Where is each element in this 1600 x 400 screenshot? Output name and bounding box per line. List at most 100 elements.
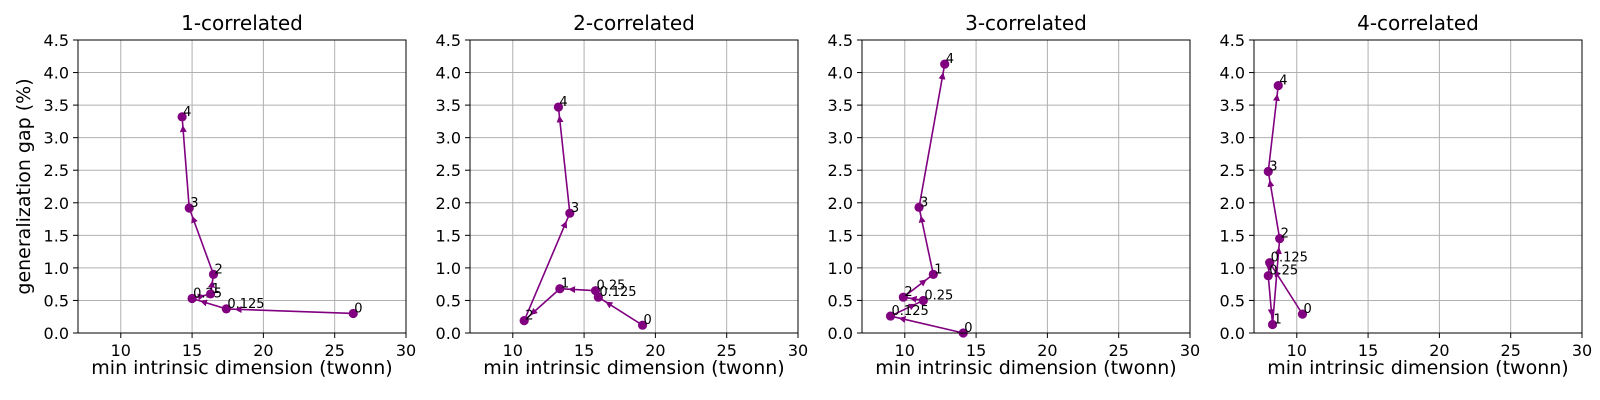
point-label: 1 bbox=[1274, 313, 1282, 328]
axes-frame bbox=[1253, 39, 1583, 334]
x-tick-label: 20 bbox=[645, 341, 665, 360]
point-label: 0 bbox=[354, 301, 362, 316]
data-point bbox=[940, 59, 950, 69]
panel-title: 2-correlated bbox=[573, 11, 695, 35]
x-tick-label: 20 bbox=[1037, 341, 1057, 360]
series-segment bbox=[523, 288, 561, 322]
panel-title: 3-correlated bbox=[965, 11, 1087, 35]
data-point bbox=[1297, 309, 1308, 319]
x-tick-label: 10 bbox=[1287, 341, 1307, 360]
y-tick-label: 3.0 bbox=[436, 129, 461, 148]
data-point bbox=[208, 269, 219, 279]
point-label: 0 bbox=[1303, 302, 1311, 317]
panel-title: 1-correlated bbox=[181, 11, 303, 35]
y-tick-label: 4.0 bbox=[828, 64, 853, 83]
data-point bbox=[206, 289, 216, 299]
series-segment bbox=[597, 296, 643, 326]
y-tick-label: 0.0 bbox=[1220, 324, 1245, 343]
data-point bbox=[928, 269, 938, 279]
x-tick-label: 25 bbox=[1109, 341, 1129, 360]
data-point bbox=[918, 295, 928, 306]
data-point bbox=[914, 202, 924, 212]
point-label: 2 bbox=[904, 285, 912, 300]
point-label: 3 bbox=[920, 195, 928, 210]
point-label: 0.25 bbox=[924, 288, 953, 303]
y-tick-label: 3.0 bbox=[828, 129, 853, 148]
series-segment bbox=[559, 287, 596, 292]
x-tick-label: 30 bbox=[396, 341, 416, 360]
point-label: 0.25 bbox=[596, 279, 625, 294]
x-tick-label: 30 bbox=[1572, 341, 1592, 360]
data-point bbox=[555, 284, 565, 294]
y-tick-label: 0.0 bbox=[828, 324, 853, 343]
x-tick-label: 25 bbox=[1501, 341, 1521, 360]
point-label: 0.125 bbox=[1271, 251, 1308, 266]
y-tick-label: 1.0 bbox=[1220, 259, 1245, 278]
series-segment bbox=[890, 299, 924, 317]
point-label: 1 bbox=[561, 277, 569, 292]
y-tick-label: 0.0 bbox=[436, 324, 461, 343]
axes-frame bbox=[469, 39, 799, 334]
data-point bbox=[184, 203, 194, 213]
series-segment bbox=[902, 273, 934, 298]
series-segment bbox=[1267, 275, 1274, 325]
data-point bbox=[885, 311, 896, 321]
y-tick-label: 1.5 bbox=[44, 226, 69, 245]
data-point bbox=[1275, 233, 1285, 244]
x-tick-label: 10 bbox=[503, 341, 523, 360]
point-label: 0.125 bbox=[599, 285, 636, 300]
data-point bbox=[590, 286, 601, 296]
point-label: 4 bbox=[183, 105, 191, 120]
x-axis-label: min intrinsic dimension (twonn) bbox=[483, 357, 784, 379]
series-segment bbox=[918, 63, 946, 208]
y-tick-label: 1.0 bbox=[436, 259, 461, 278]
series-segment bbox=[918, 207, 935, 275]
y-tick-label: 2.0 bbox=[436, 194, 461, 213]
x-tick-label: 10 bbox=[111, 341, 131, 360]
x-tick-label: 15 bbox=[182, 341, 202, 360]
data-point bbox=[898, 292, 908, 302]
data-point bbox=[348, 308, 358, 319]
y-tick-label: 2.5 bbox=[436, 161, 461, 180]
data-point bbox=[1263, 166, 1273, 177]
point-label: 0.125 bbox=[227, 297, 264, 312]
series-segment bbox=[188, 207, 215, 275]
x-tick-label: 25 bbox=[325, 341, 345, 360]
x-tick-label: 15 bbox=[1358, 341, 1378, 360]
axes-frame bbox=[77, 39, 407, 334]
y-tick-label: 3.5 bbox=[828, 96, 853, 115]
y-tick-label: 2.5 bbox=[44, 161, 69, 180]
y-tick-label: 4.5 bbox=[828, 31, 853, 50]
point-label: 1 bbox=[212, 282, 220, 297]
data-point bbox=[637, 320, 648, 330]
y-tick-label: 4.0 bbox=[44, 64, 69, 83]
series-segment bbox=[523, 212, 571, 321]
x-axis-label: min intrinsic dimension (twonn) bbox=[875, 357, 1176, 379]
point-label: 2 bbox=[214, 262, 222, 277]
y-tick-label: 0.5 bbox=[1220, 291, 1245, 310]
y-tick-label: 0.5 bbox=[44, 291, 69, 310]
x-tick-label: 15 bbox=[574, 341, 594, 360]
x-tick-label: 10 bbox=[895, 341, 915, 360]
y-tick-label: 4.0 bbox=[436, 64, 461, 83]
x-tick-label: 30 bbox=[1180, 341, 1200, 360]
series-segment bbox=[226, 308, 354, 315]
y-tick-label: 1.5 bbox=[436, 226, 461, 245]
data-point bbox=[565, 208, 575, 218]
x-tick-label: 30 bbox=[788, 341, 808, 360]
point-label: 3 bbox=[1269, 160, 1277, 175]
axes-frame bbox=[861, 39, 1191, 334]
y-tick-label: 2.5 bbox=[1220, 161, 1245, 180]
y-tick-label: 0.5 bbox=[828, 291, 853, 310]
panel-1: 00.1250.25123410152025300.00.51.01.52.02… bbox=[13, 11, 416, 379]
series-segment bbox=[1267, 171, 1281, 239]
y-tick-label: 1.5 bbox=[828, 226, 853, 245]
point-label: 0.125 bbox=[892, 304, 929, 319]
point-label: 4 bbox=[1279, 74, 1287, 89]
y-tick-label: 3.0 bbox=[1220, 129, 1245, 148]
series-segment bbox=[181, 116, 191, 209]
